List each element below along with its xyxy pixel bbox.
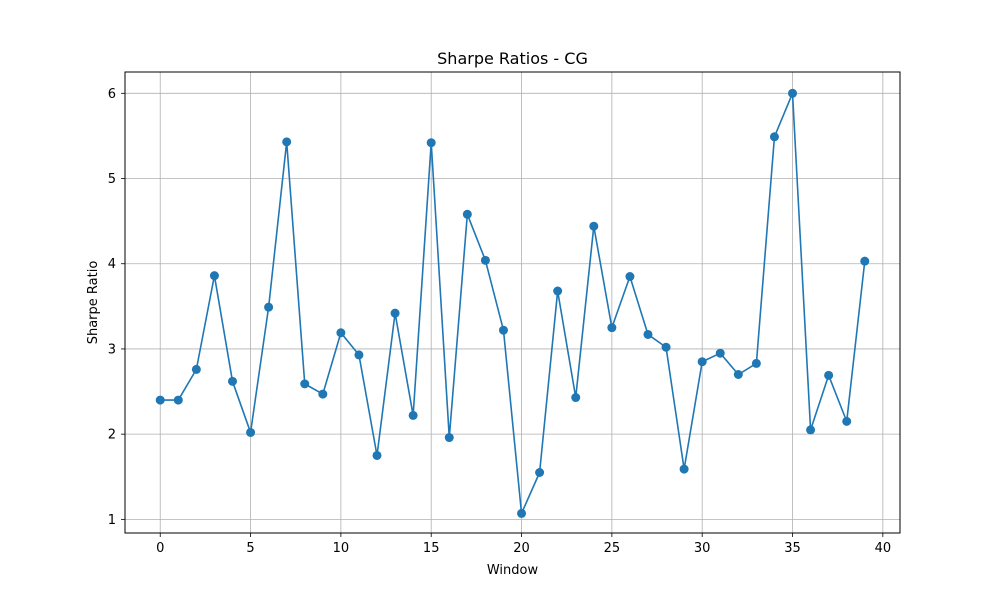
data-point (426, 138, 436, 148)
data-point (697, 357, 707, 367)
data-point (607, 323, 617, 333)
y-tick-label: 1 (108, 513, 116, 528)
plot-frame (124, 71, 901, 534)
y-tick-label: 2 (108, 428, 116, 443)
data-point (390, 308, 400, 318)
x-tick-label: 20 (513, 541, 530, 556)
x-axis-ticks: 0 5 10 15 20 25 30 35 40 (156, 533, 891, 556)
data-point (589, 221, 599, 231)
data-point (625, 272, 635, 282)
data-point (282, 137, 292, 147)
x-tick-label: 10 (333, 541, 350, 556)
y-axis-ticks: 1 2 3 4 5 6 (108, 87, 125, 528)
x-tick-label: 30 (694, 541, 711, 556)
y-tick-label: 6 (108, 87, 116, 102)
x-tick-label: 0 (156, 541, 164, 556)
data-point (715, 348, 725, 358)
data-point (661, 342, 671, 352)
data-point (173, 395, 183, 405)
data-point (517, 508, 527, 518)
x-tick-label: 25 (604, 541, 621, 556)
data-point (318, 389, 328, 399)
x-tick-label: 15 (423, 541, 440, 556)
data-point (300, 379, 310, 389)
data-point (191, 364, 201, 374)
data-point (227, 376, 237, 386)
data-point (553, 286, 563, 296)
data-point (769, 132, 779, 142)
data-point (354, 350, 364, 360)
data-point (372, 450, 382, 460)
data-point (155, 395, 165, 405)
data-point (462, 209, 472, 219)
data-point (535, 467, 545, 477)
data-point (444, 433, 454, 443)
x-tick-label: 40 (875, 541, 892, 556)
x-axis-label: Window (487, 563, 539, 578)
data-point (571, 393, 581, 403)
data-point (336, 328, 346, 338)
x-tick-label: 35 (784, 541, 801, 556)
y-axis-label: Sharpe Ratio (86, 261, 101, 345)
series-line-layer (160, 92, 866, 515)
data-point (264, 302, 274, 312)
data-point (733, 370, 743, 380)
data-point (842, 416, 852, 426)
data-point (209, 271, 219, 281)
x-tick-label: 5 (246, 541, 254, 556)
data-point (806, 425, 816, 435)
data-point (643, 329, 653, 339)
data-point (480, 255, 490, 265)
data-point (824, 370, 834, 380)
chart-title: Sharpe Ratios - CG (437, 49, 588, 68)
y-tick-label: 3 (108, 342, 116, 357)
y-tick-label: 4 (108, 257, 116, 272)
series-line (160, 92, 866, 515)
data-point (788, 88, 798, 98)
data-point (408, 410, 418, 420)
data-point (751, 358, 761, 368)
data-point (246, 427, 256, 437)
series-markers (155, 88, 870, 518)
data-point (679, 464, 689, 474)
data-point (860, 256, 870, 266)
y-tick-label: 5 (108, 172, 116, 187)
data-point (498, 325, 508, 335)
